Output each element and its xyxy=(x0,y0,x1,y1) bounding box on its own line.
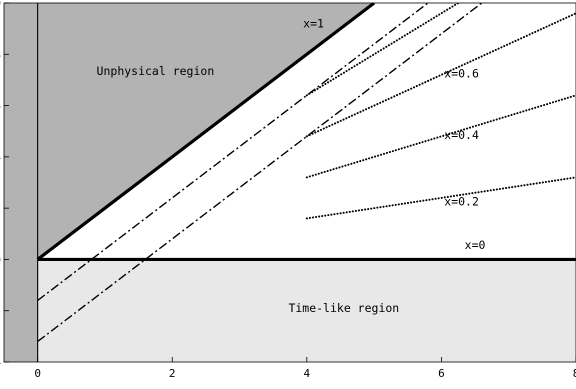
annotation-time-like-region: Time-like region xyxy=(288,301,399,315)
regions-layer xyxy=(4,3,576,362)
series-line-x-0-6 xyxy=(305,12,576,138)
series-layer xyxy=(36,3,576,343)
y-tick-label: 4 xyxy=(0,151,1,164)
y-tick-label: 6 xyxy=(0,100,1,113)
series-line-x-1 xyxy=(36,3,376,261)
x-tick-label: 4 xyxy=(304,367,311,380)
plot-frame xyxy=(3,2,576,363)
series-line-dashdot-2 xyxy=(37,3,430,302)
x-tick-label: 0 xyxy=(34,367,41,380)
y-tick-label: -2 xyxy=(0,305,1,318)
annotation-x-0: x=0 xyxy=(465,238,486,252)
y-tick-label: 0 xyxy=(0,253,1,266)
annotation-x-0-2: x=0.2 xyxy=(444,195,479,209)
axes-layer: 0 2 4 6 8 -4 -2 0 2 4 6 8 10 xyxy=(0,0,576,380)
annotation-unphysical-region: Unphysical region xyxy=(97,64,215,78)
series-line-x-0-4 xyxy=(305,94,576,179)
x-tick-label: 6 xyxy=(438,367,445,380)
y-tick-label: 10 xyxy=(0,0,1,10)
series-line-dashdot-3 xyxy=(37,3,483,343)
region-time-like-region xyxy=(37,259,576,362)
region-unphysical-region xyxy=(4,3,375,362)
annotation-layer: Unphysical region Time-like region x=1 x=0.… xyxy=(97,16,486,315)
annotation-x-0-4: x=0.4 xyxy=(444,128,479,142)
x-tick-label: 2 xyxy=(169,367,176,380)
y-tick-label: 8 xyxy=(0,48,1,61)
annotation-x-1: x=1 xyxy=(303,16,324,30)
series-line-x-0-2 xyxy=(305,176,576,220)
x-tick-label: 8 xyxy=(573,367,576,380)
y-tick-label: -4 xyxy=(0,356,1,369)
y-tick-label: 2 xyxy=(0,202,1,215)
annotation-x-0-6: x=0.6 xyxy=(444,66,479,80)
series-line-dotted-7 xyxy=(305,3,461,97)
